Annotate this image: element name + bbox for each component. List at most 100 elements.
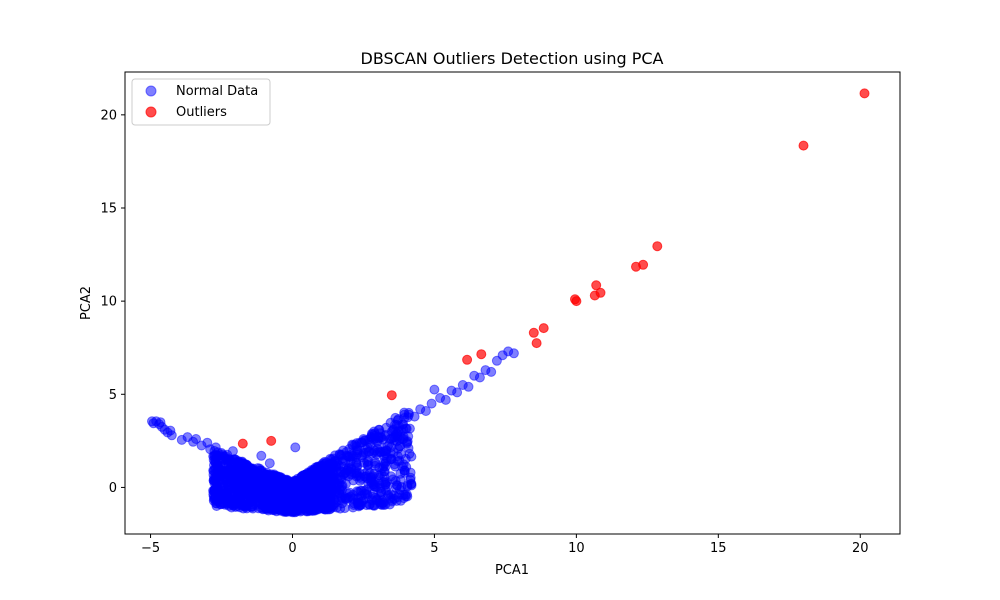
legend-marker-normal	[145, 85, 157, 97]
y-tick-label: 20	[100, 108, 117, 123]
normal-data-point	[402, 412, 413, 423]
normal-data-point	[355, 471, 366, 482]
normal-data-point	[486, 366, 497, 377]
outlier-point	[531, 338, 542, 349]
normal-data-point	[237, 483, 248, 494]
normal-data-point	[474, 372, 485, 383]
normal-data-point	[264, 504, 275, 514]
normal-data-point	[452, 387, 463, 398]
outlier-point	[266, 435, 277, 446]
normal-data-point	[391, 495, 402, 506]
normal-data-point	[426, 398, 437, 409]
normal-data-point	[375, 483, 386, 493]
y-tick-label: 10	[100, 295, 117, 310]
normal-data-point	[211, 485, 222, 496]
normal-data-point	[376, 432, 387, 443]
normal-data-point	[280, 483, 290, 494]
outlier-point	[386, 390, 397, 401]
normal-data-point	[264, 458, 275, 469]
normal-data-point	[357, 437, 368, 448]
normal-data-point	[375, 497, 386, 508]
normal-data-point	[394, 484, 405, 495]
plot-frame	[124, 71, 901, 535]
normal-data-point	[244, 464, 255, 475]
outlier-point	[476, 349, 487, 360]
normal-data-point	[379, 446, 390, 457]
outlier-point	[237, 438, 248, 449]
normal-data-point	[292, 476, 303, 486]
normal-data-point	[282, 493, 293, 504]
normal-data-point	[256, 450, 267, 461]
chart-title: DBSCAN Outliers Detection using PCA	[361, 49, 664, 68]
normal-data-point	[367, 491, 378, 502]
normal-data-point	[320, 504, 331, 515]
outlier-point	[528, 327, 539, 338]
outlier-point	[652, 241, 663, 252]
normal-data-point	[420, 406, 431, 416]
normal-data-point	[384, 439, 395, 449]
y-tick-label: 15	[100, 201, 117, 216]
normal-data-point	[340, 493, 351, 504]
normal-data-point	[263, 492, 274, 503]
normal-data-point	[406, 451, 417, 462]
normal-data-point	[313, 500, 324, 511]
normal-data-point	[353, 501, 364, 512]
normal-data-point	[406, 479, 417, 490]
normal-data-point	[346, 449, 357, 460]
x-tick-label: −5	[141, 541, 160, 556]
normal-data-point	[298, 470, 309, 481]
normal-data-point	[212, 460, 223, 471]
outlier-point	[591, 280, 602, 291]
normal-data-point	[284, 504, 295, 515]
normal-data-point	[318, 491, 329, 502]
normal-data-point	[440, 394, 451, 405]
y-axis-label: PCA2	[79, 286, 94, 320]
x-axis-label: PCA1	[495, 563, 529, 578]
outlier-point	[538, 323, 549, 334]
normal-data-point	[322, 471, 333, 482]
normal-data-point	[307, 494, 318, 505]
x-tick-label: 0	[288, 541, 296, 556]
normal-data-point	[362, 460, 373, 470]
x-tick-label: 5	[430, 541, 438, 556]
normal-data-point	[351, 462, 362, 473]
outlier-point	[859, 88, 870, 99]
normal-data-point	[463, 381, 474, 392]
normal-data-point	[234, 457, 245, 468]
outlier-point	[798, 140, 809, 151]
normal-data-point	[250, 480, 260, 491]
normal-data-point	[331, 479, 342, 490]
normal-data-point	[401, 461, 412, 472]
outlier-point	[595, 287, 606, 298]
outlier-point	[462, 354, 473, 365]
normal-data-point	[224, 488, 235, 499]
normal-data-point	[231, 470, 242, 481]
normal-data-point	[429, 384, 440, 395]
legend-marker-outliers	[145, 106, 157, 118]
outlier-point	[638, 259, 649, 270]
normal-data-point	[245, 492, 256, 503]
y-axis: 0 5 10 15 20	[100, 108, 125, 496]
normal-data-point	[363, 446, 374, 457]
legend-label-normal: Normal Data	[176, 84, 258, 99]
normal-data-point	[363, 478, 374, 489]
normal-data-point	[404, 423, 415, 434]
x-tick-label: 20	[852, 541, 869, 556]
normal-data-point	[402, 438, 412, 449]
normal-data-point	[258, 472, 269, 482]
normal-data-point	[298, 490, 309, 501]
legend-box	[131, 78, 271, 126]
normal-data-point	[367, 429, 378, 440]
normal-data-point	[212, 470, 223, 481]
x-tick-label: 15	[710, 541, 727, 556]
normal-data-point	[379, 458, 390, 469]
normal-data-point	[329, 456, 340, 466]
outlier-point	[571, 296, 582, 307]
legend: Normal Data Outliers	[131, 78, 271, 126]
normal-data-point	[388, 425, 398, 436]
normal-data-point	[191, 434, 201, 444]
normal-data-point	[336, 449, 347, 460]
normal-data-point	[209, 446, 220, 456]
